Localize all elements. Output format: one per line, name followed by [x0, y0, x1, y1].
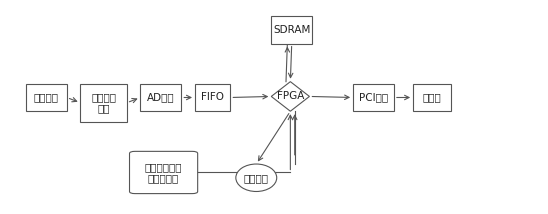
Text: 工控机: 工控机: [423, 92, 442, 103]
Polygon shape: [271, 82, 310, 111]
FancyBboxPatch shape: [353, 84, 394, 111]
Text: 同步时钟: 同步时钟: [244, 173, 269, 183]
Text: 信号调理
电路: 信号调理 电路: [91, 92, 116, 114]
Text: PCI总线: PCI总线: [359, 92, 388, 103]
Text: SDRAM: SDRAM: [273, 25, 310, 35]
FancyBboxPatch shape: [413, 84, 451, 111]
FancyBboxPatch shape: [129, 151, 198, 194]
Text: 被测信号: 被测信号: [34, 92, 59, 103]
Text: FPGA: FPGA: [277, 91, 304, 101]
FancyBboxPatch shape: [271, 16, 312, 44]
FancyBboxPatch shape: [81, 84, 127, 122]
FancyBboxPatch shape: [140, 84, 181, 111]
Text: FIFO: FIFO: [201, 92, 224, 103]
Text: 外部数字触发
与时钟输入: 外部数字触发 与时钟输入: [145, 162, 182, 183]
FancyBboxPatch shape: [26, 84, 67, 111]
Text: AD转换: AD转换: [147, 92, 175, 103]
Ellipse shape: [236, 164, 277, 192]
FancyBboxPatch shape: [195, 84, 230, 111]
